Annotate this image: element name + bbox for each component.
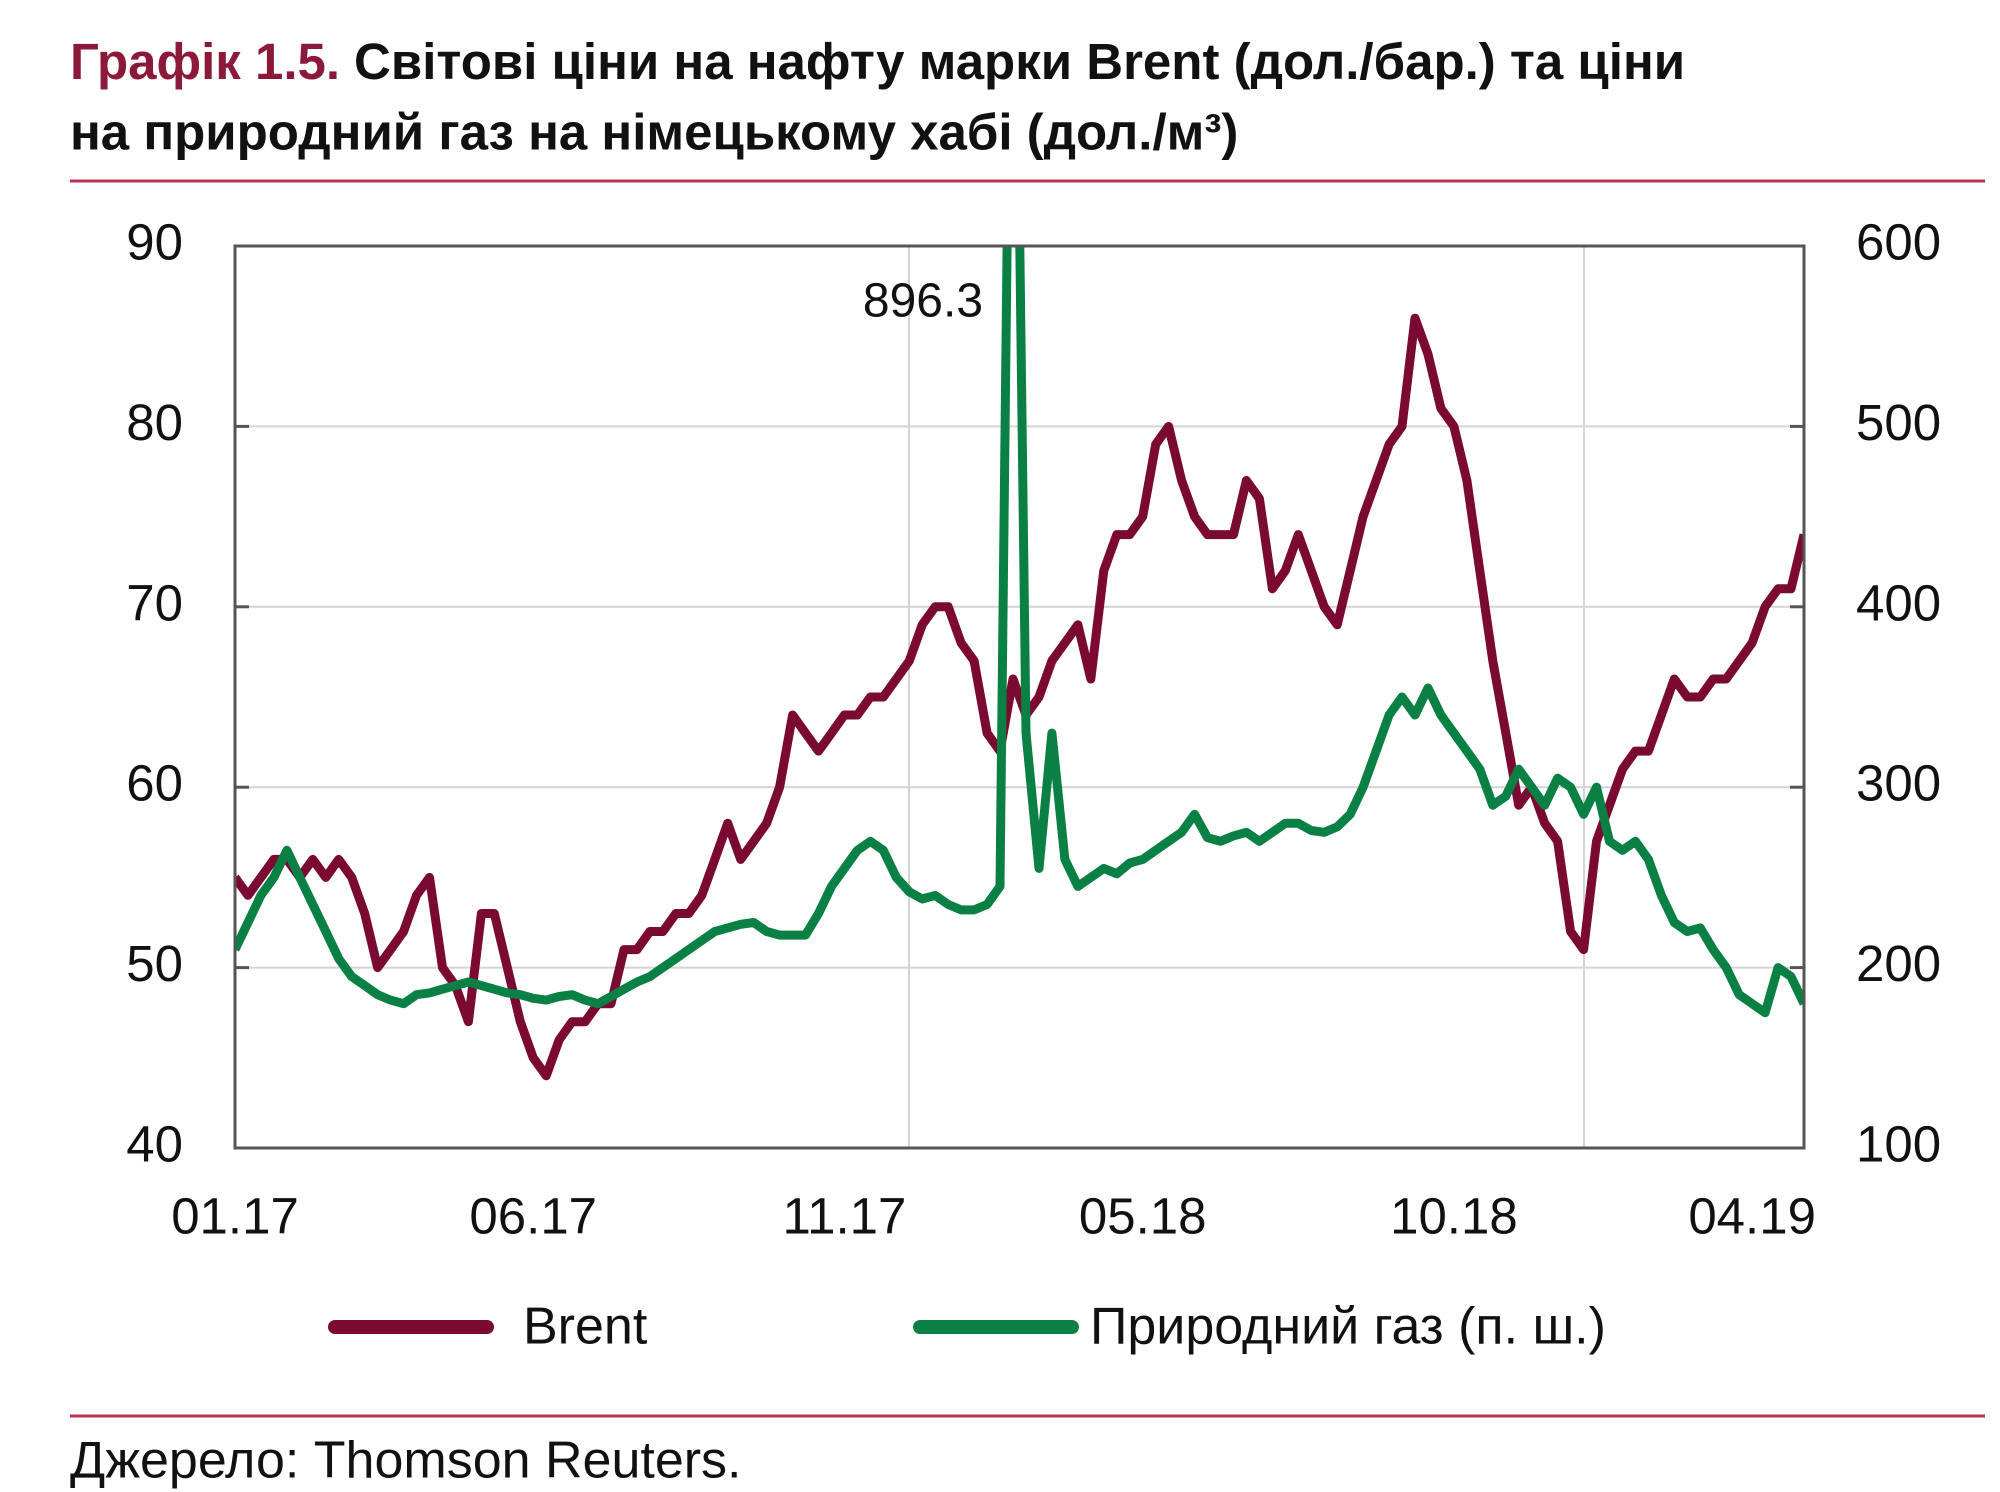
y-tick-label: 70 [126,574,183,631]
y-tick-label: 60 [126,755,183,812]
y-tick-label: 90 [126,213,183,270]
x-tick-label: 01.17 [171,1187,299,1244]
y-tick-label: 80 [126,394,183,451]
chart-title: Графік 1.5. Світові ціни на нафту марки B… [70,33,1685,90]
y-tick-label: 40 [126,1115,183,1172]
plot-frame [233,244,1806,1150]
y2-tick-label: 300 [1856,755,1941,812]
x-tick-label: 04.19 [1688,1187,1816,1244]
legend: Brent Природний газ (п. ш.) [328,1298,1606,1356]
y2-tick-label: 400 [1856,574,1941,631]
y2-tick-label: 100 [1856,1115,1941,1172]
series-line [235,313,1804,1081]
title-prefix: Графік 1.5. [70,33,340,90]
x-tick-label: 06.17 [469,1187,597,1244]
title-line: Світові ціни на нафту марки Brent (дол./… [354,33,1685,90]
lines [235,246,1804,1081]
x-tick-label: 10.18 [1390,1187,1518,1244]
series-line [235,246,1804,1018]
x-tick-label: 11.17 [783,1187,907,1244]
title-line: на природний газ на німецькому хабі (дол… [70,103,1238,160]
legend-label: Brent [523,1298,648,1356]
y2-tick-label: 200 [1856,935,1941,992]
source: Джерело: Thomson Reuters. [70,1432,742,1490]
y2-tick-label: 500 [1856,394,1941,451]
y2-tick-label: 600 [1856,213,1941,270]
x-tick-label: 05.18 [1079,1187,1207,1244]
ticks: 40 50 60 70 80 90 100 200 300 400 500 600 01.17 06.17… [126,213,1941,1244]
data-label: 896.3 [863,275,983,328]
legend-label: Природний газ (п. ш.) [1090,1298,1606,1356]
y-tick-label: 50 [126,935,183,992]
